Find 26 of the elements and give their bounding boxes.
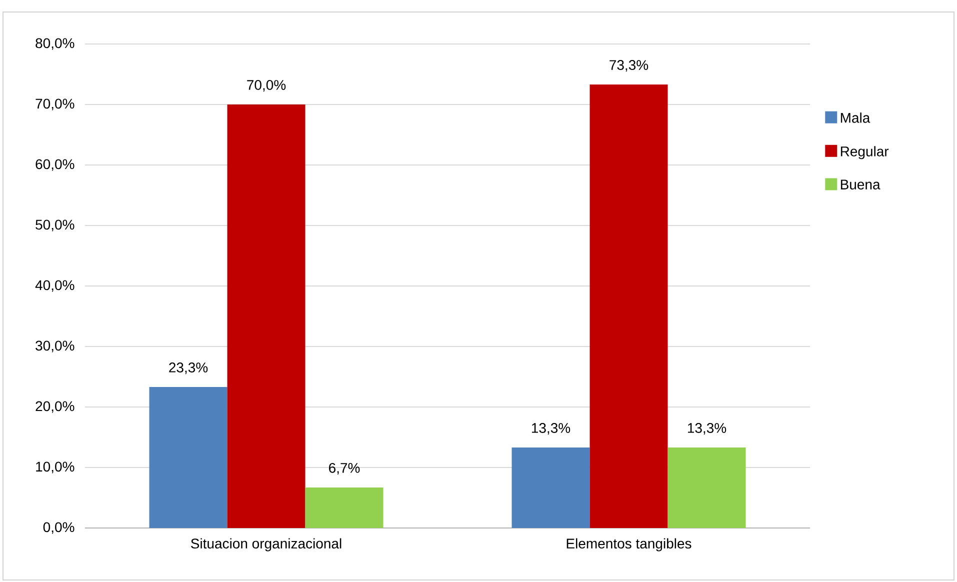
bar xyxy=(305,487,384,528)
bar xyxy=(227,104,306,528)
y-tick-label: 0,0% xyxy=(43,522,74,534)
data-label: 13,3% xyxy=(532,423,570,435)
x-tick-label: Situacion organizacional xyxy=(191,538,342,552)
y-tick-label: 30,0% xyxy=(36,340,74,352)
bar xyxy=(512,448,590,528)
y-tick-label: 20,0% xyxy=(36,401,74,413)
y-tick-label: 10,0% xyxy=(36,462,74,474)
data-label: 23,3% xyxy=(169,362,208,374)
bar xyxy=(668,448,746,528)
legend-label: Buena xyxy=(840,180,880,190)
y-tick-label: 70,0% xyxy=(36,98,74,110)
data-label: 73,3% xyxy=(610,60,648,72)
y-tick-label: 60,0% xyxy=(36,159,74,171)
data-label: 70,0% xyxy=(247,80,286,92)
data-label: 6,7% xyxy=(329,462,360,475)
x-tick-label: Elementos tangibles xyxy=(566,538,692,552)
bar xyxy=(149,387,228,528)
data-label: 13,3% xyxy=(688,423,726,435)
legend-label: Regular xyxy=(840,146,889,160)
y-tick-label: 80,0% xyxy=(36,38,74,50)
y-tick-label: 40,0% xyxy=(35,280,74,292)
y-tick-label: 50,0% xyxy=(36,220,74,232)
legend-label: Mala xyxy=(840,112,870,123)
bar xyxy=(590,84,668,528)
